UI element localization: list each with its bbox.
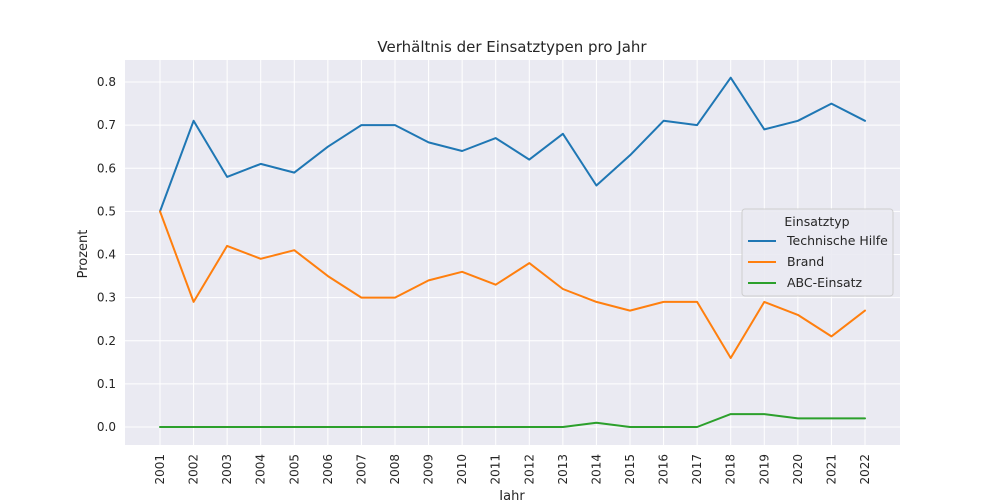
x-tick-label: 2016 [657, 454, 671, 485]
legend: Einsatztyp Technische Hilfe Brand ABC-Ei… [741, 208, 894, 297]
legend-label-abc-einsatz: ABC-Einsatz [787, 275, 863, 290]
x-tick-label: 2003 [220, 454, 234, 485]
x-tick-label: 2013 [556, 454, 570, 485]
x-tick-label: 2005 [287, 454, 301, 485]
x-tick-label: 2019 [757, 454, 771, 485]
x-tick-label: 2017 [690, 454, 704, 485]
y-tick-label: 0.5 [97, 204, 116, 218]
x-tick-label: 2008 [388, 454, 402, 485]
legend-label-technische-hilfe: Technische Hilfe [786, 233, 888, 248]
series-line-technische-hilfe [159, 76, 866, 213]
series-line-abc-einsatz [159, 413, 866, 428]
x-axis-label: Jahr [498, 489, 525, 500]
legend-box [741, 208, 894, 297]
x-tick-label: 2020 [791, 454, 805, 485]
x-tick-label: 2002 [187, 454, 201, 485]
legend-label-brand: Brand [787, 254, 824, 269]
legend-title: Einsatztyp [784, 214, 849, 229]
y-tick-labels: 0.0 0.1 0.2 0.3 0.4 0.5 0.6 0.7 0.8 [97, 75, 116, 434]
x-tick-label: 2015 [623, 454, 637, 485]
series-line-brand [159, 210, 866, 359]
x-tick-label: 2010 [455, 454, 469, 485]
y-tick-label: 0.3 [97, 291, 116, 305]
x-tick-labels: 2001 2002 2003 2004 2005 2006 2007 2008 2009 2010… [153, 454, 872, 485]
x-tick-label: 2007 [354, 454, 368, 485]
x-tick-label: 2004 [254, 454, 268, 485]
y-tick-label: 0.2 [97, 334, 116, 348]
x-tick-label: 2011 [489, 454, 503, 485]
x-tick-label: 2022 [858, 454, 872, 485]
x-tick-label: 2012 [522, 454, 536, 485]
y-gridlines [125, 81, 900, 428]
y-tick-label: 0.4 [97, 248, 116, 262]
x-tick-label: 2018 [724, 454, 738, 485]
x-tick-label: 2006 [321, 454, 335, 485]
y-tick-label: 0.0 [97, 420, 116, 434]
x-tick-label: 2001 [153, 454, 167, 485]
series-lines [159, 76, 866, 428]
y-tick-label: 0.7 [97, 118, 116, 132]
y-tick-label: 0.6 [97, 161, 116, 175]
y-tick-label: 0.1 [97, 377, 116, 391]
chart-title: Verhältnis der Einsatztypen pro Jahr [377, 38, 647, 56]
x-tick-label: 2021 [824, 454, 838, 485]
y-axis-label: Prozent [76, 230, 91, 279]
x-tick-label: 2014 [589, 454, 603, 485]
x-tick-label: 2009 [422, 454, 436, 485]
y-tick-label: 0.8 [97, 75, 116, 89]
